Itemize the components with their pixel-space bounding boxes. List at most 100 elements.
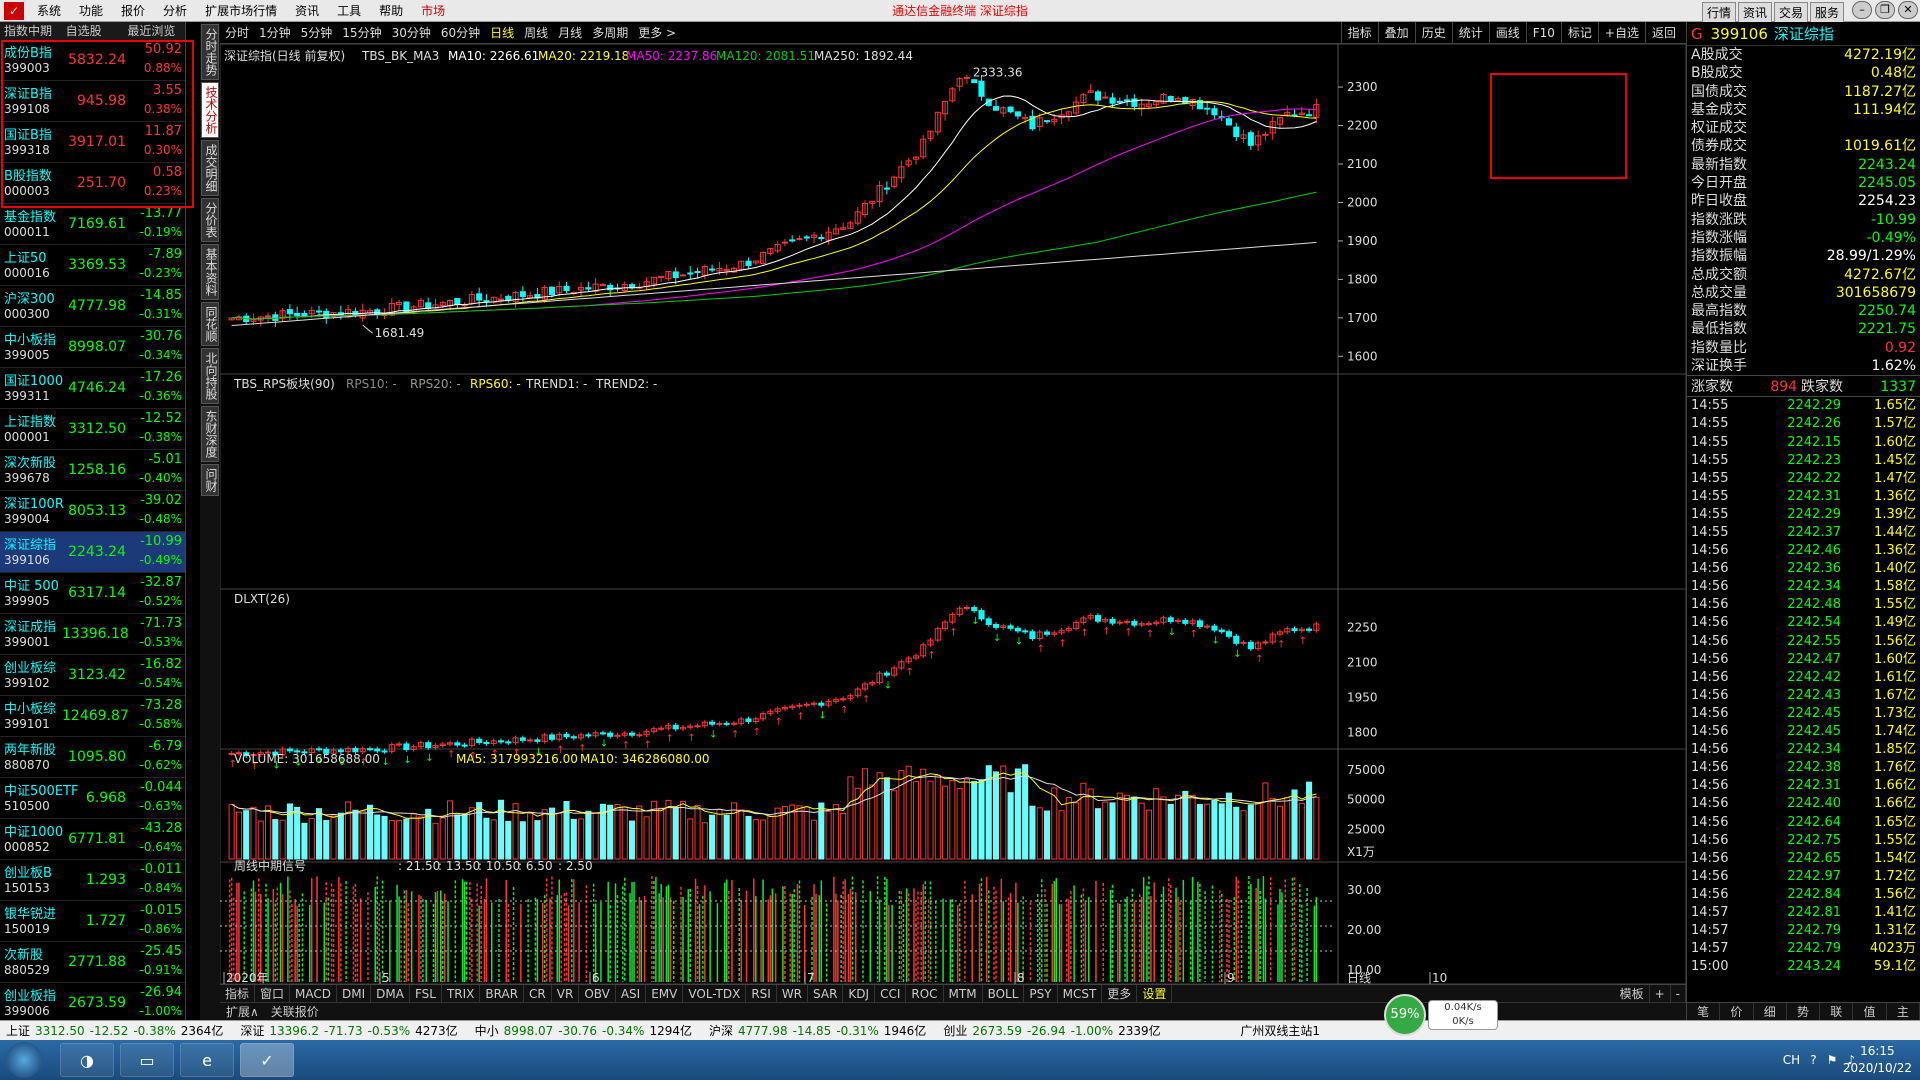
vtab-4[interactable]: 基本资料 [201,244,219,300]
tdx-app-icon[interactable]: ✓ [240,1043,294,1077]
quote-row[interactable]: 上证指数 000001 3312.50 -12.52 -0.38% [0,409,185,450]
indicator-tab-10[interactable]: OBV [579,985,616,1002]
indicator-tab-0[interactable]: 指标 [220,985,256,1002]
quote-row[interactable]: 上证50 000016 3369.53 -7.89 -0.23% [0,245,185,286]
chart-tool-3[interactable]: 统计 [1451,22,1489,44]
indicator-tab-22[interactable]: PSY [1024,985,1058,1002]
menu-item-3[interactable]: 分析 [163,3,188,18]
title-button-2[interactable]: 交易 [1773,2,1808,23]
quote-row[interactable]: 深证100R 399004 8053.13 -39.02 -0.48% [0,491,185,532]
indicator-tab-18[interactable]: CCI [875,985,907,1002]
explorer-icon[interactable]: ▭ [120,1043,174,1077]
lang-indicator[interactable]: CH [1782,1053,1801,1067]
vtab-7[interactable]: 东财深度 [201,406,219,462]
quote-row[interactable]: 中小板指 399005 8998.07 -30.76 -0.34% [0,327,185,368]
tab-related-quote[interactable]: 关联报价 [270,1005,319,1019]
tab-watchlist[interactable]: 自选股 [65,24,102,38]
indicator-tab-15[interactable]: WR [777,985,809,1002]
detail-tab-1[interactable]: 价 [1720,1003,1754,1020]
period-tab-8[interactable]: 月线 [558,26,583,40]
menu-item-6[interactable]: 工具 [337,3,362,18]
menu-item-2[interactable]: 报价 [121,3,146,18]
chart-tool-6[interactable]: 标记 [1560,22,1598,44]
vtab-0[interactable]: 分时走势 [201,24,219,80]
quote-row[interactable]: 深证综指 399106 2243.24 -10.99 -0.49% [0,532,185,573]
vtab-1[interactable]: 技术分析 [201,82,219,138]
vtab-5[interactable]: 同花顺 [201,302,219,346]
quote-row[interactable]: 基金指数 000011 7169.61 -13.77 -0.19% [0,204,185,245]
period-tab-0[interactable]: 分时 [225,26,250,40]
tab-index-mid[interactable]: 指数中期 [4,24,53,38]
vtab-3[interactable]: 分价表 [201,198,219,242]
menu-item-7[interactable]: 帮助 [379,3,404,18]
menu-item-0[interactable]: 系统 [37,3,62,18]
indicator-tab-7[interactable]: BRAR [480,985,525,1002]
detail-tab-3[interactable]: 势 [1787,1003,1821,1020]
indicator-tab-6[interactable]: TRIX [442,985,481,1002]
period-tab-7[interactable]: 周线 [524,26,549,40]
tab-expand[interactable]: 扩展∧ [226,1005,259,1019]
index-ticker[interactable]: 创业 2673.59 -26.94 -1.00% 2339亿 [937,1021,1171,1040]
quote-row[interactable]: 银华锐进 150019 1.727 -0.015 -0.86% [0,901,185,942]
quote-row[interactable]: 创业板综 399102 3123.42 -16.82 -0.54% [0,655,185,696]
period-tab-10[interactable]: 更多 > [638,26,677,40]
period-tab-6[interactable]: 日线 [490,26,515,40]
indicator-tab-11[interactable]: ASI [616,985,647,1002]
title-button-1[interactable]: 资讯 [1737,2,1772,23]
quote-row[interactable]: B股指数 000003 251.70 0.58 0.23% [0,163,185,204]
indicator-tab-17[interactable]: KDJ [843,985,876,1002]
indicator-tab-23[interactable]: MCST [1058,985,1103,1002]
quote-row[interactable]: 成份B指 399003 5832.24 50.92 0.88% [0,40,185,81]
indicator-tab-4[interactable]: DMA [371,985,410,1002]
menu-item-1[interactable]: 功能 [79,3,104,18]
quote-row[interactable]: 深证成指 399001 13396.18 -71.73 -0.53% [0,614,185,655]
quote-row[interactable]: 国证1000 399311 4746.24 -17.26 -0.36% [0,368,185,409]
indicator-tab-19[interactable]: ROC [906,985,944,1002]
quote-row[interactable]: 中证1000 000852 6771.81 -43.28 -0.64% [0,819,185,860]
period-tab-1[interactable]: 1分钟 [259,26,291,40]
quote-row[interactable]: 沪深300 000300 4777.98 -14.85 -0.31% [0,286,185,327]
quote-row[interactable]: 国证B指 399318 3917.01 11.87 0.30% [0,122,185,163]
detail-tab-2[interactable]: 细 [1754,1003,1787,1020]
chart-tool-5[interactable]: F10 [1525,22,1561,44]
restore-icon[interactable]: ❐ [1875,1,1895,19]
chart-tool-1[interactable]: 叠加 [1377,22,1415,44]
start-button-icon[interactable] [6,1042,42,1078]
indicator-tab-9[interactable]: VR [552,985,580,1002]
indicator-tab-5[interactable]: FSL [410,985,442,1002]
chart-tool-8[interactable]: 返回 [1644,22,1682,44]
indicator-tab-2[interactable]: MACD [290,985,338,1002]
indicator-tab-25[interactable]: 设置 [1137,985,1173,1002]
quote-row[interactable]: 中小板综 399101 12469.87 -73.28 -0.58% [0,696,185,737]
indicator-tab-12[interactable]: EMV [646,985,684,1002]
indicator-right-1[interactable]: + [1650,985,1671,1002]
kline-chart[interactable]: 2333.36 1681.49 2300 2200 2100 2000 1900 1800 17… [220,44,1686,984]
quote-row[interactable]: 中证 500 399905 6317.14 -32.87 -0.52% [0,573,185,614]
period-tab-5[interactable]: 60分钟 [440,26,481,40]
period-tab-2[interactable]: 5分钟 [300,26,333,40]
detail-tab-4[interactable]: 联 [1820,1003,1854,1020]
indicator-right-0[interactable]: 模板 [1615,985,1650,1002]
indicator-tab-13[interactable]: VOL-TDX [683,985,747,1002]
indicator-tab-21[interactable]: BOLL [983,985,1025,1002]
menu-item-8[interactable]: 市场 [421,3,446,18]
period-tab-3[interactable]: 15分钟 [342,26,382,40]
detail-tab-6[interactable]: 主 [1887,1003,1920,1020]
period-tab-4[interactable]: 30分钟 [391,26,431,40]
quote-row[interactable]: 两年新股 880870 1095.80 -6.79 -0.62% [0,737,185,778]
title-button-3[interactable]: 服务 [1809,2,1844,23]
vtab-8[interactable]: 问财 [201,464,219,496]
indicator-tab-24[interactable]: 更多 [1102,985,1138,1002]
indicator-tab-8[interactable]: CR [524,985,552,1002]
help-icon[interactable]: ? [1810,1053,1817,1067]
quote-row[interactable]: 创业板B 150153 1.293 -0.011 -0.84% [0,860,185,901]
index-ticker[interactable]: 中小 8998.07 -30.76 -0.34% 1294亿 [469,1021,703,1040]
detail-tab-0[interactable]: 笔 [1687,1003,1721,1020]
quote-row[interactable]: 次新股 880529 2771.88 -25.45 -0.91% [0,942,185,983]
vtab-2[interactable]: 成交明细 [201,140,219,196]
quote-row[interactable]: 深次新股 399678 1258.16 -5.01 -0.40% [0,450,185,491]
quote-row[interactable]: 创业板指 399006 2673.59 -26.94 -1.00% [0,983,185,1024]
title-button-0[interactable]: 行情 [1701,2,1736,23]
chart-tool-4[interactable]: 画线 [1488,22,1526,44]
quote-row[interactable]: 中证500ETF 510500 6.968 -0.044 -0.63% [0,778,185,819]
